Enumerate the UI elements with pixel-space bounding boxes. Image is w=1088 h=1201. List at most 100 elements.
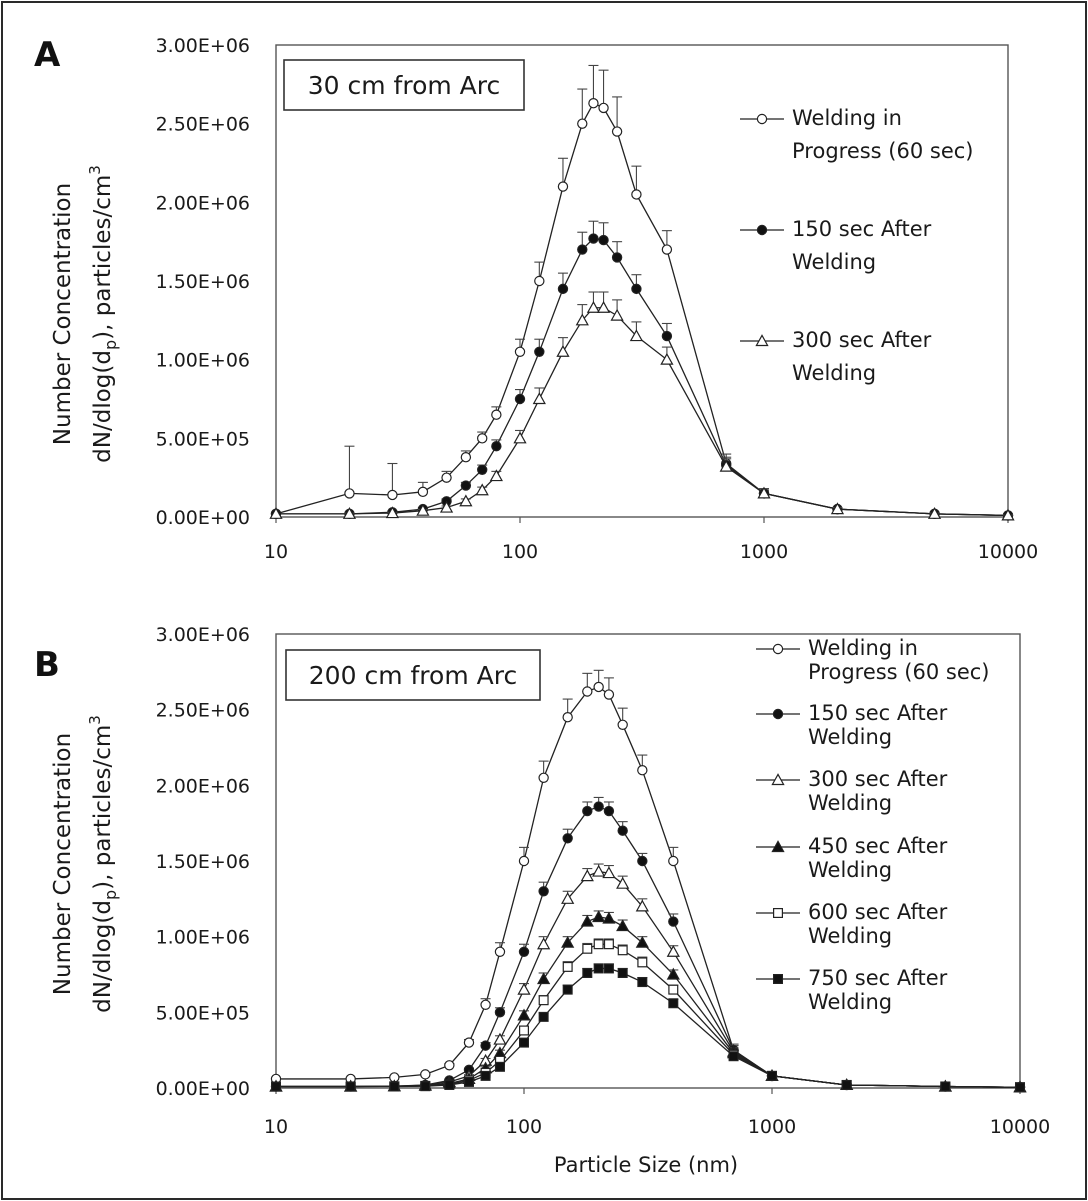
- series-line: [276, 870, 1021, 1088]
- data-point: [637, 957, 648, 968]
- data-point: [514, 393, 526, 405]
- legend-marker: [772, 643, 784, 655]
- panel-a-y-axis-title-line2: dN/dlog(dp), particles/cm3: [86, 165, 120, 463]
- data-point: [345, 1081, 356, 1092]
- panel-a-letter: A: [34, 35, 61, 75]
- legend-label: Progress (60 sec): [808, 660, 989, 684]
- legend-label: Progress (60 sec): [792, 139, 973, 163]
- data-point: [602, 911, 616, 924]
- data-point: [480, 999, 491, 1010]
- y-tick-label: 5.00E+05: [156, 1002, 250, 1024]
- data-point: [460, 480, 472, 491]
- data-point: [635, 935, 649, 948]
- x-tick-label: 100: [502, 541, 538, 563]
- panel-b-plot: 0.00E+00 5.00E+05 1.00E+06 1.50E+06 2.00E+06…: [156, 624, 1051, 1138]
- legend-label: 750 sec After: [808, 966, 948, 990]
- data-point: [385, 506, 400, 519]
- legend-label: Welding in: [808, 636, 918, 660]
- data-point: [575, 313, 589, 326]
- data-point: [562, 712, 573, 723]
- data-point: [637, 977, 648, 988]
- data-point: [1001, 508, 1015, 521]
- data-point: [556, 344, 570, 357]
- x-tick-label: 10000: [990, 1116, 1050, 1138]
- data-point: [596, 300, 611, 313]
- panel-b-y-axis-title-line2: dN/dlog(dp), particles/cm3: [86, 715, 120, 1013]
- legend-label: Welding: [808, 725, 892, 749]
- data-point: [557, 283, 569, 295]
- data-point: [666, 944, 680, 957]
- data-point: [611, 252, 623, 263]
- data-point: [588, 233, 599, 244]
- data-point: [668, 855, 679, 867]
- data-point: [538, 772, 549, 783]
- data-point: [841, 1079, 852, 1090]
- legend-label: 300 sec After: [808, 767, 948, 791]
- legend-label: Welding: [792, 250, 876, 274]
- data-point: [588, 98, 599, 109]
- data-point: [593, 939, 604, 950]
- data-point: [611, 126, 623, 137]
- y-tick-label: 5.00E+05: [156, 428, 250, 450]
- series-line: [276, 307, 1009, 517]
- panel-b: B Number Concentration dN/dlog(dp), part…: [34, 624, 1050, 1177]
- data-point: [537, 937, 551, 950]
- panel-a-plot: 0.00E+00 5.00E+05 1.00E+06 1.50E+06 2.00E+06…: [156, 35, 1039, 563]
- y-tick-label: 2.00E+06: [156, 775, 250, 797]
- data-point: [666, 967, 680, 980]
- data-point: [617, 719, 628, 731]
- data-point: [460, 452, 472, 463]
- data-point: [766, 1070, 777, 1081]
- plot-area: [275, 44, 1009, 518]
- legend-label: Welding: [808, 858, 892, 882]
- data-point: [1014, 1082, 1025, 1093]
- y-tick-label: 2.50E+06: [156, 700, 250, 722]
- data-point: [518, 1037, 529, 1048]
- legend-marker: [755, 334, 769, 347]
- data-point: [494, 1007, 506, 1018]
- data-point: [491, 409, 502, 420]
- panel-b-letter: B: [34, 645, 60, 685]
- data-point: [420, 1081, 431, 1092]
- data-point: [668, 998, 679, 1009]
- legend-label: 150 sec After: [792, 217, 932, 241]
- data-point: [342, 507, 357, 519]
- legend-marker: [771, 773, 785, 786]
- data-point: [561, 935, 575, 948]
- data-point: [719, 459, 733, 472]
- y-tick-label: 0.00E+00: [156, 1078, 250, 1100]
- y-tick-label: 3.00E+06: [156, 624, 250, 646]
- plot-area: [275, 633, 1021, 1089]
- y-tick-label: 1.50E+06: [156, 271, 250, 293]
- panel-b-y-axis-title-line1: Number Concentration: [50, 733, 76, 995]
- data-point: [417, 486, 429, 498]
- data-point: [603, 689, 615, 700]
- legend-label: Welding in: [792, 106, 902, 130]
- legend-label: 150 sec After: [808, 701, 948, 725]
- data-point: [475, 483, 489, 496]
- data-point: [517, 1008, 531, 1021]
- data-point: [616, 919, 630, 932]
- data-point: [830, 502, 845, 515]
- data-point: [532, 392, 546, 405]
- data-point: [629, 329, 644, 342]
- panel-a-annotation-box: 30 cm from Arc: [283, 59, 525, 111]
- data-point: [582, 943, 593, 954]
- legend-marker: [756, 224, 768, 236]
- data-point: [494, 1061, 505, 1072]
- legend-marker: [771, 840, 785, 853]
- series-line: [276, 967, 1021, 1088]
- legend-label: Welding: [808, 791, 892, 815]
- data-point: [387, 489, 398, 501]
- data-point: [592, 864, 606, 877]
- data-point: [661, 244, 673, 255]
- data-point: [582, 686, 593, 697]
- data-point: [593, 963, 604, 974]
- data-point: [603, 939, 614, 950]
- x-tick-label: 1000: [740, 541, 788, 563]
- series-2: [270, 796, 1026, 1093]
- data-point: [580, 914, 594, 927]
- data-point: [582, 967, 593, 978]
- data-point: [420, 1069, 431, 1080]
- data-point: [562, 961, 573, 972]
